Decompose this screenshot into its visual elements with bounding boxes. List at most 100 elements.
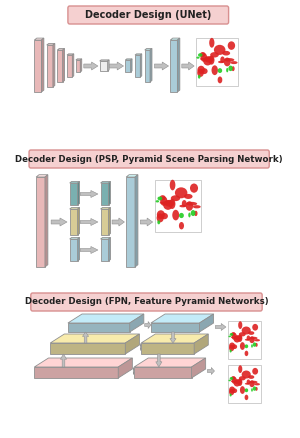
Ellipse shape: [203, 57, 212, 65]
Polygon shape: [194, 334, 208, 354]
Ellipse shape: [245, 383, 250, 385]
Ellipse shape: [156, 200, 159, 202]
Polygon shape: [70, 208, 80, 209]
Ellipse shape: [198, 53, 202, 57]
Ellipse shape: [234, 379, 241, 387]
Bar: [228, 321, 261, 359]
Ellipse shape: [230, 393, 232, 396]
Ellipse shape: [238, 365, 242, 373]
Ellipse shape: [248, 375, 254, 379]
FancyBboxPatch shape: [68, 6, 229, 24]
Ellipse shape: [188, 212, 190, 217]
Polygon shape: [170, 38, 180, 40]
Ellipse shape: [231, 332, 236, 336]
Polygon shape: [126, 177, 135, 267]
Ellipse shape: [245, 389, 248, 392]
FancyArrow shape: [145, 321, 151, 328]
Ellipse shape: [253, 343, 256, 347]
Polygon shape: [47, 45, 53, 87]
Text: Decoder Design (UNet): Decoder Design (UNet): [85, 10, 212, 20]
FancyArrow shape: [207, 367, 214, 374]
Polygon shape: [36, 175, 48, 177]
Polygon shape: [135, 54, 142, 55]
FancyArrow shape: [51, 218, 67, 226]
Polygon shape: [125, 334, 140, 354]
FancyArrow shape: [133, 367, 134, 374]
Ellipse shape: [231, 336, 240, 339]
Polygon shape: [135, 55, 140, 77]
FancyArrow shape: [140, 218, 153, 226]
Polygon shape: [70, 183, 78, 205]
Ellipse shape: [191, 210, 196, 216]
Ellipse shape: [253, 386, 256, 391]
FancyArrow shape: [215, 324, 226, 331]
Polygon shape: [109, 181, 110, 205]
Polygon shape: [100, 183, 109, 205]
Polygon shape: [78, 208, 80, 235]
Ellipse shape: [228, 336, 231, 337]
Bar: [155, 180, 201, 232]
Polygon shape: [70, 181, 80, 183]
FancyArrow shape: [140, 343, 141, 350]
Ellipse shape: [232, 66, 235, 71]
Ellipse shape: [240, 342, 245, 350]
Ellipse shape: [230, 377, 233, 380]
Ellipse shape: [210, 52, 219, 57]
Polygon shape: [145, 50, 150, 82]
Ellipse shape: [164, 200, 175, 207]
Polygon shape: [72, 54, 74, 77]
Ellipse shape: [224, 57, 231, 66]
Polygon shape: [68, 323, 130, 332]
Ellipse shape: [218, 77, 222, 83]
Polygon shape: [50, 343, 125, 354]
Ellipse shape: [235, 379, 242, 384]
Ellipse shape: [248, 331, 254, 335]
Polygon shape: [108, 60, 109, 71]
Polygon shape: [145, 49, 152, 50]
Ellipse shape: [212, 65, 218, 75]
Polygon shape: [100, 209, 109, 235]
Ellipse shape: [249, 381, 258, 384]
FancyArrow shape: [60, 354, 67, 367]
Ellipse shape: [232, 344, 237, 349]
Polygon shape: [80, 59, 82, 72]
Polygon shape: [118, 358, 132, 378]
FancyArrow shape: [156, 354, 162, 367]
Polygon shape: [135, 175, 138, 267]
Ellipse shape: [218, 68, 222, 73]
Ellipse shape: [254, 383, 260, 385]
Ellipse shape: [245, 339, 250, 341]
Ellipse shape: [244, 395, 248, 400]
Ellipse shape: [252, 368, 258, 374]
Ellipse shape: [230, 333, 233, 336]
Ellipse shape: [229, 389, 234, 395]
FancyArrow shape: [84, 62, 98, 70]
Polygon shape: [100, 237, 110, 239]
Ellipse shape: [157, 213, 164, 223]
Ellipse shape: [200, 53, 207, 62]
Polygon shape: [57, 50, 63, 82]
Ellipse shape: [242, 371, 251, 378]
Ellipse shape: [179, 205, 186, 207]
Polygon shape: [76, 60, 80, 72]
Ellipse shape: [230, 350, 232, 353]
Polygon shape: [140, 54, 142, 77]
Ellipse shape: [232, 333, 237, 340]
Polygon shape: [141, 334, 208, 343]
Ellipse shape: [245, 344, 248, 348]
Ellipse shape: [200, 52, 206, 57]
Polygon shape: [70, 209, 78, 235]
FancyArrow shape: [80, 247, 98, 254]
Ellipse shape: [254, 339, 260, 341]
Polygon shape: [34, 38, 44, 40]
Ellipse shape: [232, 377, 237, 384]
Polygon shape: [191, 358, 206, 378]
Polygon shape: [109, 208, 110, 235]
Ellipse shape: [171, 195, 180, 201]
Ellipse shape: [184, 194, 193, 199]
Ellipse shape: [229, 343, 235, 349]
Ellipse shape: [160, 201, 172, 204]
Ellipse shape: [231, 381, 240, 382]
Polygon shape: [50, 334, 140, 343]
Ellipse shape: [238, 378, 242, 386]
